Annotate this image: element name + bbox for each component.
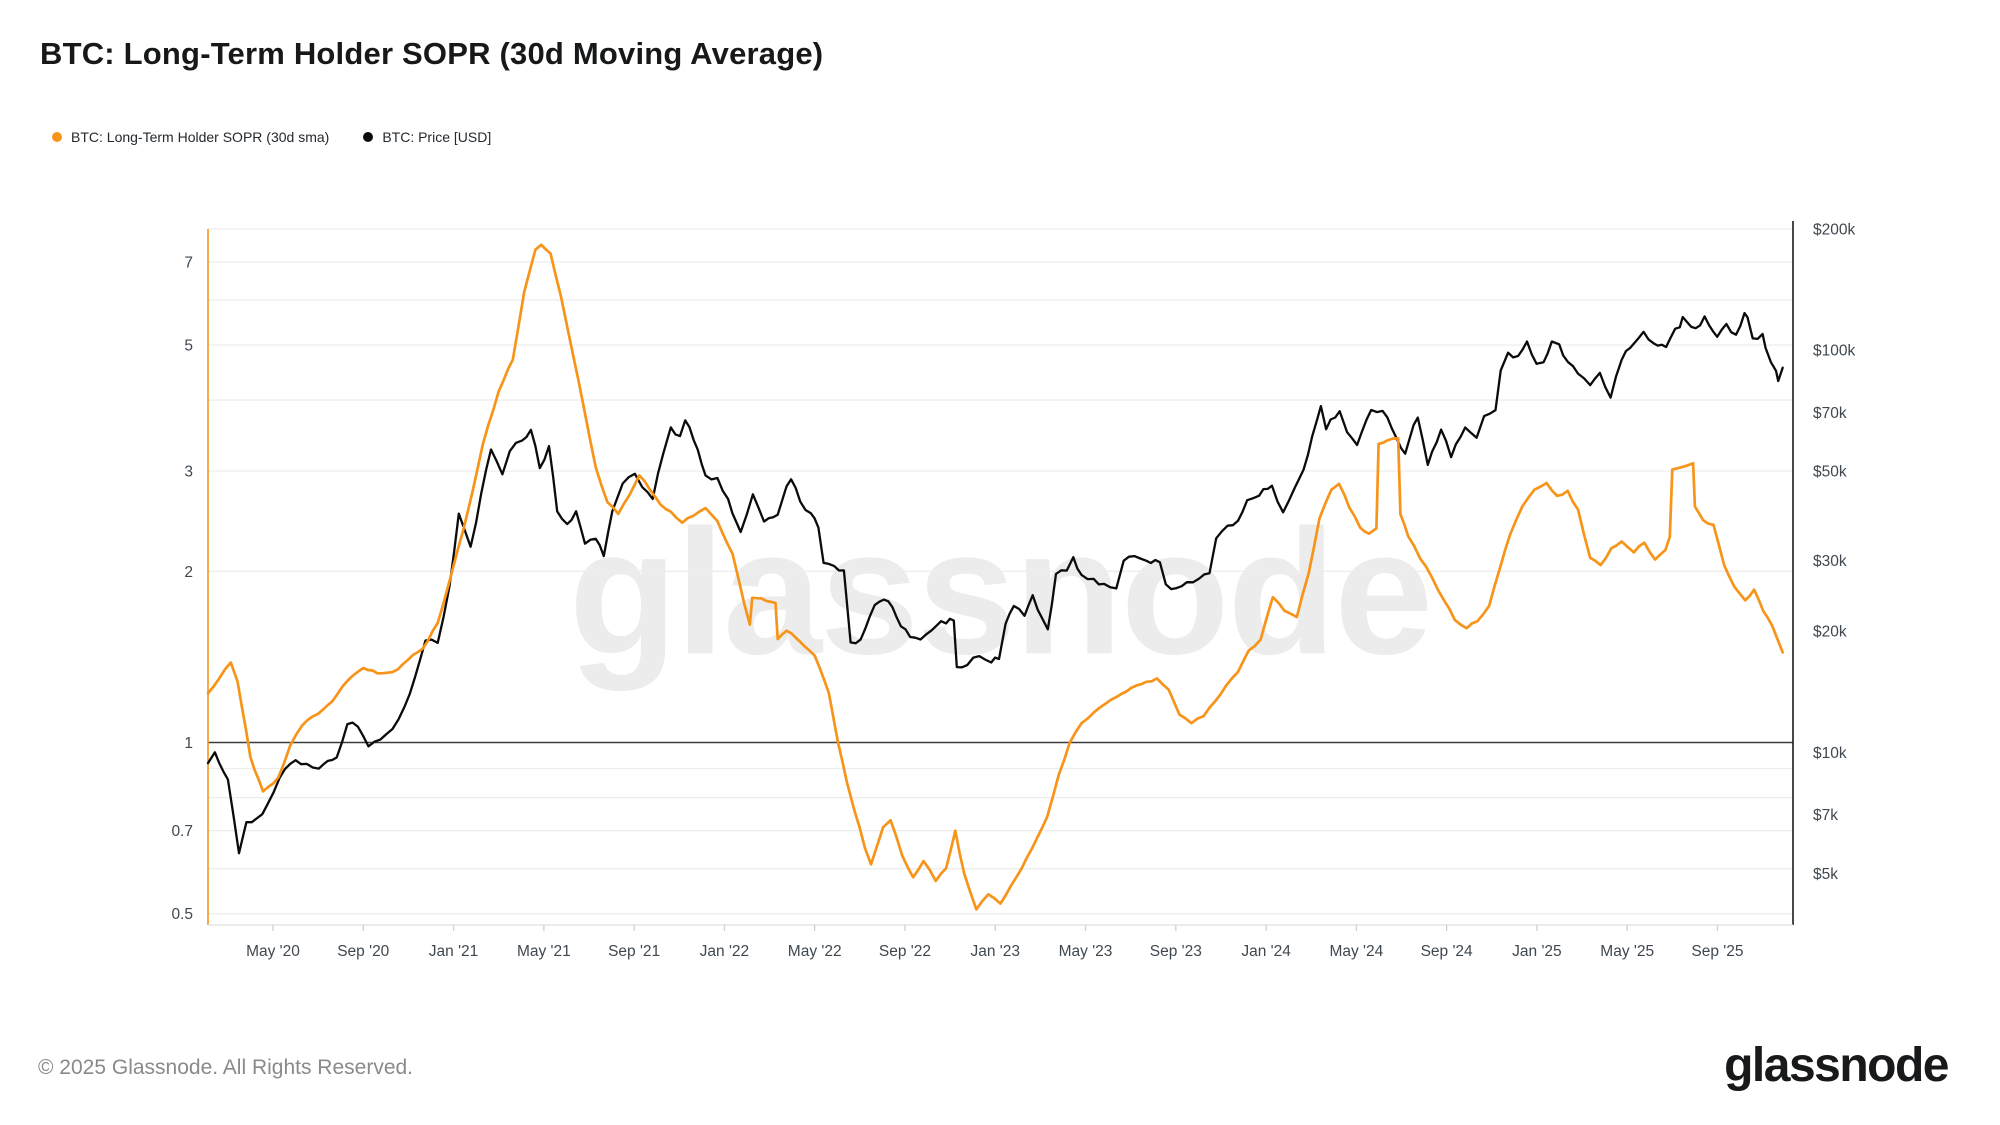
- copyright-text: © 2025 Glassnode. All Rights Reserved.: [38, 1056, 414, 1079]
- glassnode-watermark: glassnode: [568, 492, 1433, 692]
- x-axis-tick-label: May '24: [1329, 943, 1383, 960]
- x-axis-tick-label: Jan '24: [1241, 943, 1291, 960]
- price-axis-tick-label: $70k: [1813, 405, 1847, 422]
- sopr-axis-tick-label: 2: [184, 564, 193, 581]
- legend-item-price[interactable]: BTC: Price [USD]: [363, 129, 491, 145]
- price-axis-tick-label: $7k: [1813, 807, 1838, 824]
- sopr-series-line: [206, 243, 1785, 911]
- x-axis-tick-label: Jan '22: [700, 943, 750, 960]
- x-axis-tick-label: Sep '20: [337, 943, 389, 960]
- price-axis-tick-label: $30k: [1813, 553, 1847, 570]
- sopr-axis-tick-label: 5: [184, 337, 193, 354]
- sopr-axis-tick-label: 0.7: [171, 823, 193, 840]
- x-axis-tick-label: May '21: [517, 943, 571, 960]
- price-axis-tick-label: $50k: [1813, 464, 1847, 481]
- legend-label-sopr: BTC: Long-Term Holder SOPR (30d sma): [71, 129, 330, 145]
- glassnode-logo: glassnode: [1724, 1039, 1949, 1092]
- price-axis-tick-label: $5k: [1813, 866, 1838, 883]
- sopr-axis-tick-label: 3: [184, 464, 193, 481]
- price-series-dot-icon: [363, 132, 374, 142]
- price-series-line: [206, 311, 1784, 855]
- legend: BTC: Long-Term Holder SOPR (30d sma) BTC…: [52, 129, 491, 145]
- x-axis-tick-label: Jan '25: [1512, 943, 1562, 960]
- price-axis-tick-label: $20k: [1813, 624, 1847, 641]
- page-title: BTC: Long-Term Holder SOPR (30d Moving A…: [40, 36, 824, 71]
- sopr-axis-tick-label: 1: [184, 735, 193, 752]
- legend-item-sopr[interactable]: BTC: Long-Term Holder SOPR (30d sma): [52, 129, 329, 145]
- x-axis-tick-label: May '23: [1059, 943, 1113, 960]
- x-axis-tick-label: Sep '21: [608, 943, 660, 960]
- x-axis-tick-label: Sep '25: [1691, 943, 1743, 960]
- legend-label-price: BTC: Price [USD]: [382, 129, 492, 145]
- sopr-series-dot-icon: [52, 132, 62, 142]
- x-axis-tick-label: Sep '24: [1421, 943, 1473, 960]
- x-axis-tick-label: May '22: [788, 943, 842, 960]
- x-axis-tick-label: May '25: [1600, 943, 1654, 960]
- price-axis-tick-label: $10k: [1813, 745, 1847, 762]
- sopr-axis-tick-label: 7: [184, 254, 193, 271]
- price-axis-tick-label: $100k: [1813, 343, 1855, 360]
- x-axis-tick-label: Jan '23: [970, 943, 1020, 960]
- sopr-axis-tick-label: 0.5: [171, 906, 193, 923]
- x-axis-tick-label: Jan '21: [429, 943, 479, 960]
- x-axis-tick-label: May '20: [246, 943, 300, 960]
- price-axis-tick-label: $200k: [1813, 221, 1855, 238]
- x-axis-tick-label: Sep '23: [1150, 943, 1202, 960]
- x-axis-tick-label: Sep '22: [879, 943, 931, 960]
